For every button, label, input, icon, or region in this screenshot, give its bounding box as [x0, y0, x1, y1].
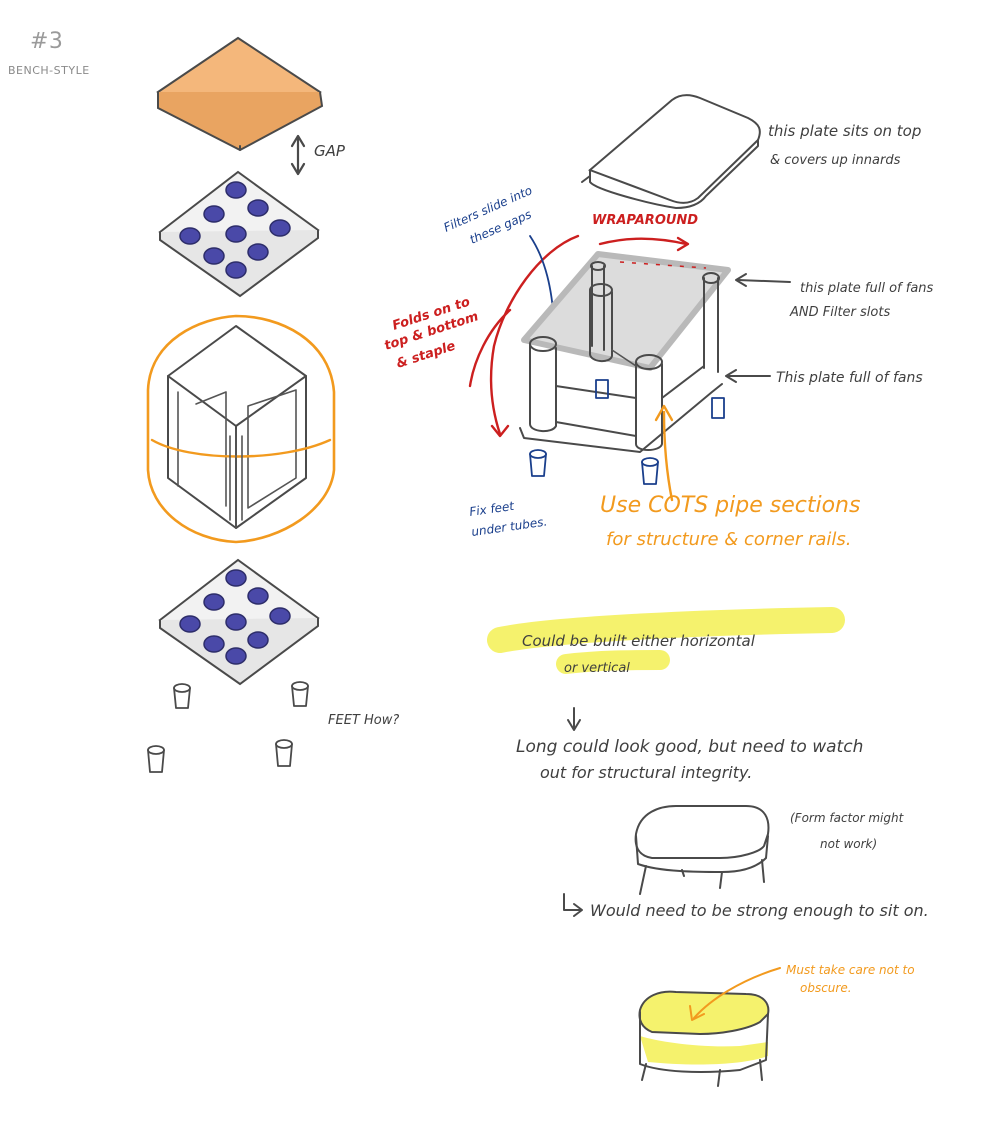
top-cushion	[581, 94, 761, 209]
fan-icon	[179, 227, 201, 245]
build-note-line2: or vertical	[564, 661, 630, 676]
highlight-marks	[487, 607, 845, 674]
fan-icon	[247, 243, 269, 261]
wraparound-arrows	[468, 234, 690, 438]
frame-feet	[529, 449, 659, 485]
foot-icon	[291, 681, 309, 707]
bottom-plate-note: This plate full of fans	[776, 370, 923, 386]
foot-icon	[275, 739, 293, 767]
ottoman-sketch	[634, 805, 770, 895]
foot-icon	[173, 683, 191, 709]
fan-icon	[269, 607, 291, 625]
cots-note-line1: Use COTS pipe sections	[600, 493, 860, 518]
fan-icon	[203, 635, 225, 653]
care-arrow	[693, 967, 781, 1019]
cots-note-line2: for structure & corner rails.	[606, 529, 851, 550]
top-cover-plate	[156, 36, 324, 152]
feet-note-line2: under tubes.	[470, 514, 548, 538]
down-arrow	[567, 707, 581, 731]
strong-note: Would need to be strong enough to sit on…	[590, 901, 929, 920]
sketch-number: #3	[30, 29, 63, 54]
build-note-line1: Could be built either horizontal	[522, 632, 756, 650]
foot-icon	[147, 745, 165, 773]
middle-plate-note-line1: this plate full of fans	[800, 281, 934, 296]
cots-arrow	[662, 410, 674, 502]
fan-icon	[247, 631, 269, 649]
care-note-line2: obscure.	[800, 981, 852, 995]
form-note-line1: (Form factor might	[790, 811, 905, 825]
bottom-fan-plate	[158, 558, 320, 686]
fan-icon	[247, 199, 269, 217]
care-note-line1: Must take care not to	[786, 963, 915, 977]
ottoman-sketch-highlighted	[638, 990, 770, 1087]
fan-icon	[203, 593, 225, 611]
middle-plate-arrow	[737, 279, 791, 283]
fan-icon	[269, 219, 291, 237]
top-plate-note-line2: & covers up innards	[770, 153, 901, 168]
fan-icon	[225, 647, 247, 665]
fan-icon	[247, 587, 269, 605]
feet-note-line1: Fix feet	[468, 499, 516, 519]
fan-icon	[225, 181, 247, 199]
form-note-line2: not work)	[820, 837, 877, 851]
fan-icon	[225, 569, 247, 587]
return-arrow-icon	[563, 893, 583, 917]
fan-icon	[203, 247, 225, 265]
sketch-style-label: BENCH-STYLE	[8, 64, 90, 77]
filter-cube	[146, 314, 336, 544]
fan-icon	[225, 225, 247, 243]
fan-icon	[225, 261, 247, 279]
feet-group	[147, 681, 309, 773]
gap-label: GAP	[314, 142, 346, 160]
gap-arrow	[290, 134, 306, 176]
top-fan-plate	[158, 170, 320, 298]
fan-icon	[203, 205, 225, 223]
wraparound-label: WRAPAROUND	[592, 213, 698, 228]
fan-icon	[179, 615, 201, 633]
feet-label: FEET How?	[328, 713, 399, 728]
long-note-line2: out for structural integrity.	[540, 763, 752, 782]
long-note-line1: Long could look good, but need to watch	[516, 737, 863, 757]
frame-structure	[519, 251, 731, 453]
middle-plate-note-line2: AND Filter slots	[789, 305, 890, 320]
top-plate-note-line1: this plate sits on top	[768, 122, 921, 140]
fan-icon	[225, 613, 247, 631]
